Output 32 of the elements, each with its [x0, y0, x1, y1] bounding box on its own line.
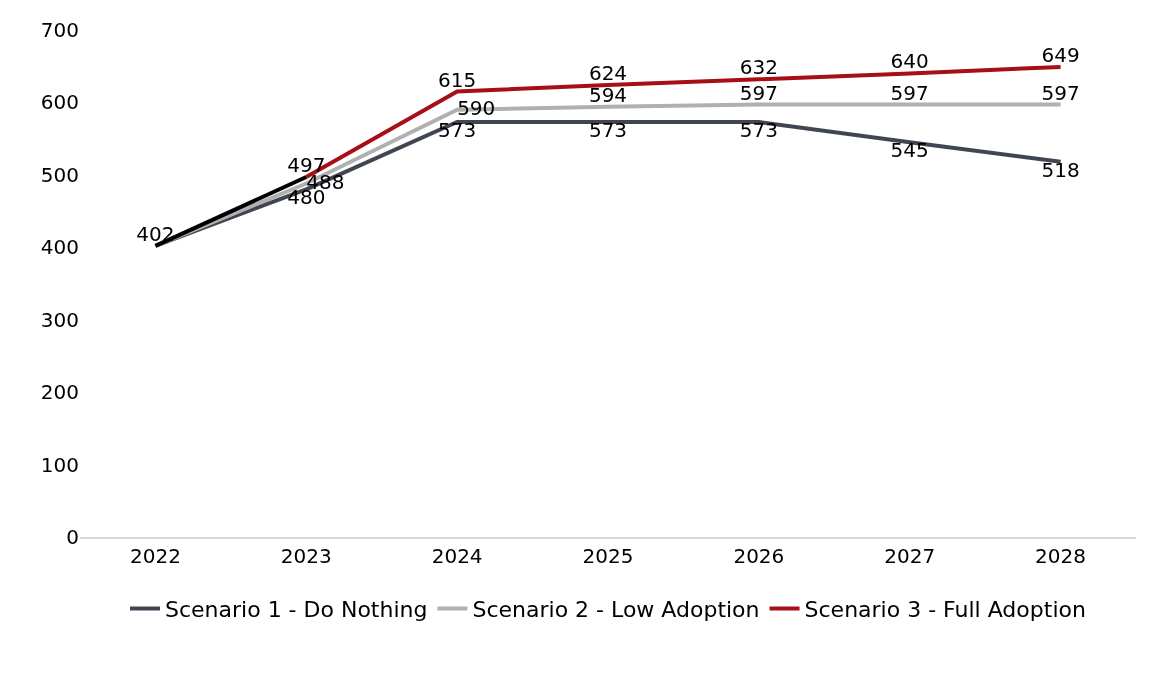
legend-label: Scenario 2 - Low Adoption — [472, 597, 760, 623]
x-tick-label: 2028 — [1035, 544, 1087, 568]
data-label: 545 — [890, 138, 929, 163]
data-label: 640 — [890, 49, 929, 74]
y-tick-label: 100 — [40, 452, 79, 477]
y-tick-label: 200 — [40, 380, 79, 405]
data-label: 518 — [1041, 157, 1080, 182]
legend-label: Scenario 3 - Full Adoption — [804, 597, 1086, 623]
data-label: 590 — [457, 95, 496, 120]
data-label: 597 — [739, 80, 778, 105]
x-tick-label: 2027 — [884, 544, 936, 568]
data-label: 649 — [1041, 42, 1080, 67]
legend-label: Scenario 1 - Do Nothing — [165, 597, 428, 623]
data-label: 597 — [1041, 80, 1080, 105]
y-tick-label: 0 — [66, 525, 79, 549]
x-tick-label: 2025 — [582, 544, 634, 568]
data-label: 597 — [890, 80, 929, 105]
data-label: 573 — [588, 117, 628, 142]
data-label: 632 — [739, 55, 778, 80]
data-label: 573 — [438, 117, 477, 142]
y-tick-label: 700 — [40, 18, 79, 42]
x-tick-label: 2022 — [129, 544, 181, 568]
y-tick-label: 400 — [40, 235, 79, 260]
x-tick-label: 2026 — [733, 544, 785, 568]
data-label: 615 — [438, 67, 477, 92]
data-label: 573 — [739, 117, 778, 142]
data-label: 402 — [136, 221, 175, 246]
x-tick-label: 2023 — [280, 544, 332, 568]
y-tick-label: 600 — [40, 90, 79, 115]
y-tick-label: 500 — [40, 162, 79, 187]
y-tick-label: 300 — [40, 307, 79, 332]
x-tick-label: 2024 — [431, 544, 483, 568]
